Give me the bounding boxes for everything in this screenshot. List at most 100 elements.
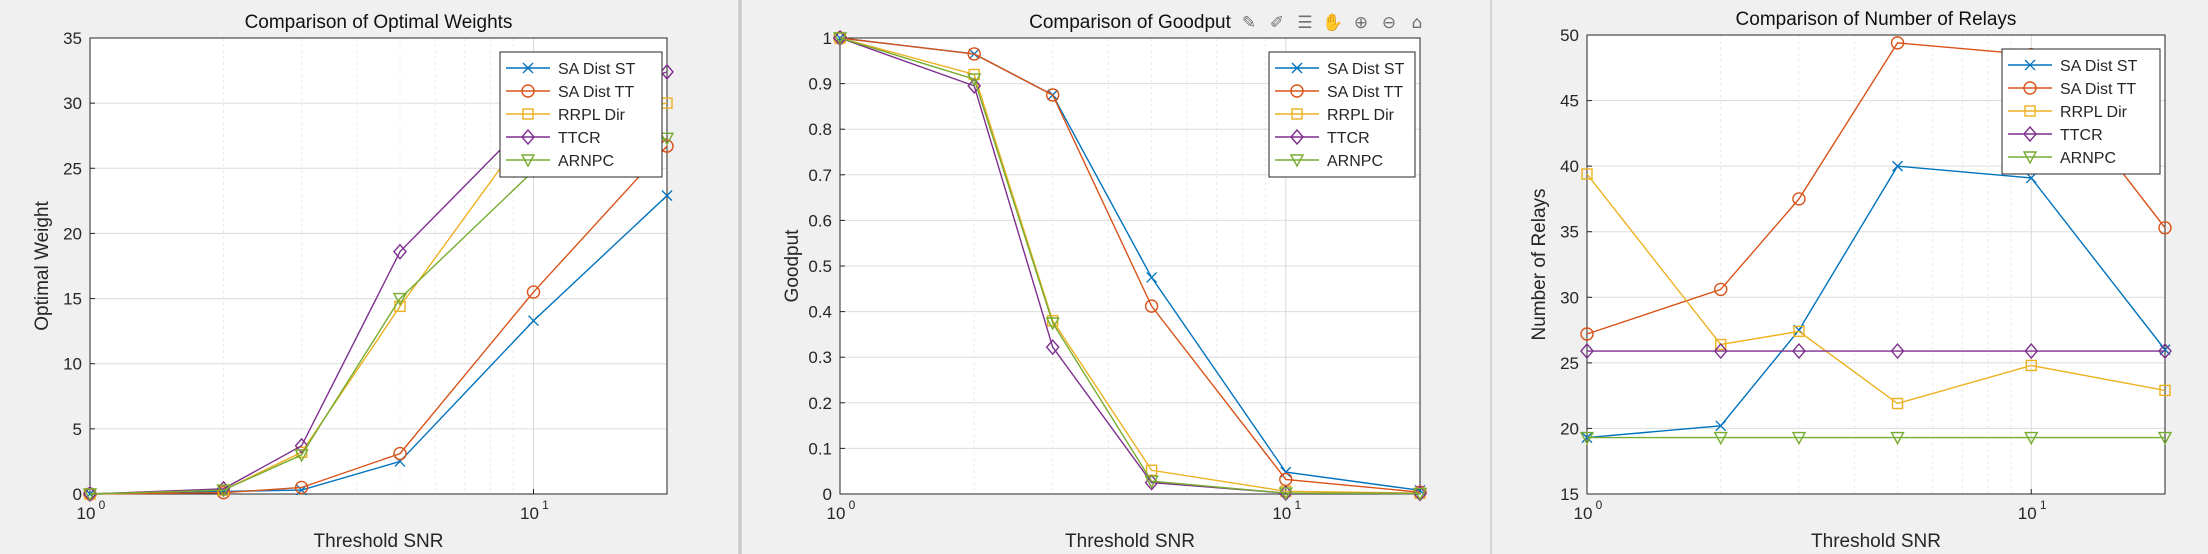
x-tick-label-exponent: 1 bbox=[2040, 498, 2047, 512]
legend-marker-ttcr bbox=[1290, 128, 1304, 146]
data-point-arnpc bbox=[1144, 475, 1159, 489]
legend-marker-arnpc bbox=[520, 154, 536, 168]
data-point-arnpc bbox=[1713, 431, 1728, 446]
data-point-sa-dist-tt bbox=[967, 47, 981, 61]
x-tick-label-exponent: 1 bbox=[542, 498, 549, 512]
series-line-sa-dist-tt bbox=[89, 145, 668, 495]
data-point-ttcr bbox=[660, 63, 674, 80]
legend: SA Dist ST SA Dist TT RRPL Dir TTCR ARNPC bbox=[2001, 48, 2161, 175]
legend-marker-rrpl-dir bbox=[2024, 105, 2036, 117]
x-tick-label: 10 bbox=[1574, 504, 1593, 523]
y-tick-label: 30 bbox=[1560, 288, 1579, 307]
legend-marker-rrpl-dir bbox=[522, 108, 534, 120]
data-point-sa-dist-tt bbox=[1144, 299, 1159, 313]
y-tick-label: 0.2 bbox=[808, 394, 832, 413]
series-sa-dist-tt bbox=[83, 139, 674, 501]
chart-title: Comparison of Goodput bbox=[1029, 12, 1231, 33]
data-point-arnpc bbox=[1791, 431, 1807, 446]
data-point-arnpc bbox=[832, 32, 848, 46]
y-tick-label: 1 bbox=[823, 29, 832, 48]
legend-box bbox=[1268, 51, 1416, 178]
series-line-rrpl-dir bbox=[839, 37, 1421, 494]
pan-hand-icon[interactable]: ✋ bbox=[1322, 13, 1344, 33]
brush-icon[interactable]: ✐ bbox=[1269, 13, 1285, 33]
legend-marker-arnpc bbox=[1289, 154, 1305, 168]
legend-marker-sa-dist-st bbox=[1291, 62, 1303, 74]
legend-label-sa-dist-st: SA Dist ST bbox=[1327, 61, 1405, 78]
data-point-arnpc bbox=[1579, 431, 1595, 446]
data-point-sa-dist-st bbox=[1715, 420, 1727, 432]
y-tick-label: 25 bbox=[63, 159, 82, 178]
data-point-sa-dist-st bbox=[2025, 172, 2037, 184]
data-point-arnpc bbox=[2157, 431, 2173, 446]
x-tick-label: 10 bbox=[827, 504, 846, 523]
zoom-out-icon[interactable]: ⊖ bbox=[1381, 13, 1397, 33]
legend-label-sa-dist-st: SA Dist ST bbox=[2060, 58, 2138, 75]
legend-label-ttcr: TTCR bbox=[2060, 127, 2103, 144]
data-point-ttcr bbox=[2024, 342, 2039, 360]
series-line-sa-dist-st bbox=[1586, 165, 2166, 439]
data-point-ttcr bbox=[1580, 342, 1594, 360]
data-point-rrpl-dir bbox=[1581, 168, 1593, 180]
data-point-sa-dist-tt bbox=[2158, 221, 2172, 235]
data-point-ttcr bbox=[1890, 342, 1905, 360]
legend-marker-sa-dist-st bbox=[522, 62, 534, 74]
series-line-sa-dist-tt bbox=[839, 37, 1421, 493]
y-tick-label: 40 bbox=[1560, 157, 1579, 176]
zoom-in-icon[interactable]: ⊕ bbox=[1353, 13, 1369, 33]
data-point-arnpc bbox=[659, 132, 675, 146]
data-point-sa-dist-st bbox=[528, 315, 539, 327]
y-tick-label: 25 bbox=[1560, 354, 1579, 373]
series-ttcr bbox=[1580, 342, 2172, 360]
data-point-rrpl-dir bbox=[1793, 325, 1805, 338]
data-point-sa-dist-tt bbox=[1890, 36, 1905, 50]
y-tick-label: 0 bbox=[73, 485, 82, 504]
legend-marker-sa-dist-tt bbox=[2023, 81, 2037, 95]
legend-label-sa-dist-st: SA Dist ST bbox=[558, 61, 636, 78]
y-axis-label: Goodput bbox=[782, 229, 803, 303]
x-tick-label-exponent: 0 bbox=[1596, 498, 1603, 512]
y-tick-label: 45 bbox=[1560, 92, 1579, 111]
y-tick-label: 35 bbox=[1560, 223, 1579, 242]
window-gap-left bbox=[738, 0, 742, 554]
series-line-rrpl-dir bbox=[1586, 173, 2166, 405]
y-tick-label: 0.3 bbox=[808, 348, 832, 367]
y-tick-label: 5 bbox=[73, 420, 82, 439]
data-point-arnpc bbox=[1278, 487, 1293, 501]
legend-marker-sa-dist-st bbox=[2024, 59, 2036, 71]
y-tick-label: 20 bbox=[63, 224, 82, 243]
y-tick-label: 0.8 bbox=[808, 120, 832, 139]
edit-plot-icon[interactable]: ✎ bbox=[1241, 13, 1257, 33]
x-tick-label-exponent: 1 bbox=[1294, 498, 1301, 512]
y-tick-label: 35 bbox=[63, 29, 82, 48]
y-tick-label: 50 bbox=[1560, 26, 1579, 45]
x-tick-label: 10 bbox=[2018, 504, 2037, 523]
legend-label-sa-dist-tt: SA Dist TT bbox=[558, 84, 634, 101]
axes-frame bbox=[1586, 34, 2166, 495]
legend-label-sa-dist-tt: SA Dist TT bbox=[2060, 81, 2136, 98]
legend-label-rrpl-dir: RRPL Dir bbox=[2060, 104, 2128, 121]
x-axis-label: Threshold SNR bbox=[314, 531, 444, 552]
y-tick-label: 15 bbox=[1560, 485, 1579, 504]
data-point-ttcr bbox=[294, 437, 309, 454]
y-tick-label: 20 bbox=[1560, 419, 1579, 438]
data-point-arnpc bbox=[1890, 431, 1905, 446]
legend-marker-ttcr bbox=[2023, 125, 2037, 143]
legend-label-arnpc: ARNPC bbox=[1327, 153, 1383, 170]
data-point-sa-dist-tt bbox=[1580, 327, 1594, 341]
data-point-sa-dist-st bbox=[1146, 271, 1158, 283]
data-point-arnpc bbox=[1412, 487, 1428, 502]
y-tick-label: 30 bbox=[63, 94, 82, 113]
data-tips-icon[interactable]: ☰ bbox=[1297, 13, 1313, 33]
y-axis-label: Number of Relays bbox=[1529, 188, 1550, 340]
legend-label-ttcr: TTCR bbox=[558, 130, 601, 147]
data-point-ttcr bbox=[1045, 339, 1060, 356]
home-icon[interactable]: ⌂ bbox=[1411, 13, 1423, 33]
data-point-sa-dist-tt bbox=[1792, 192, 1806, 206]
x-tick-label: 10 bbox=[77, 504, 96, 523]
y-tick-label: 10 bbox=[63, 355, 82, 374]
data-point-sa-dist-st bbox=[661, 190, 673, 202]
